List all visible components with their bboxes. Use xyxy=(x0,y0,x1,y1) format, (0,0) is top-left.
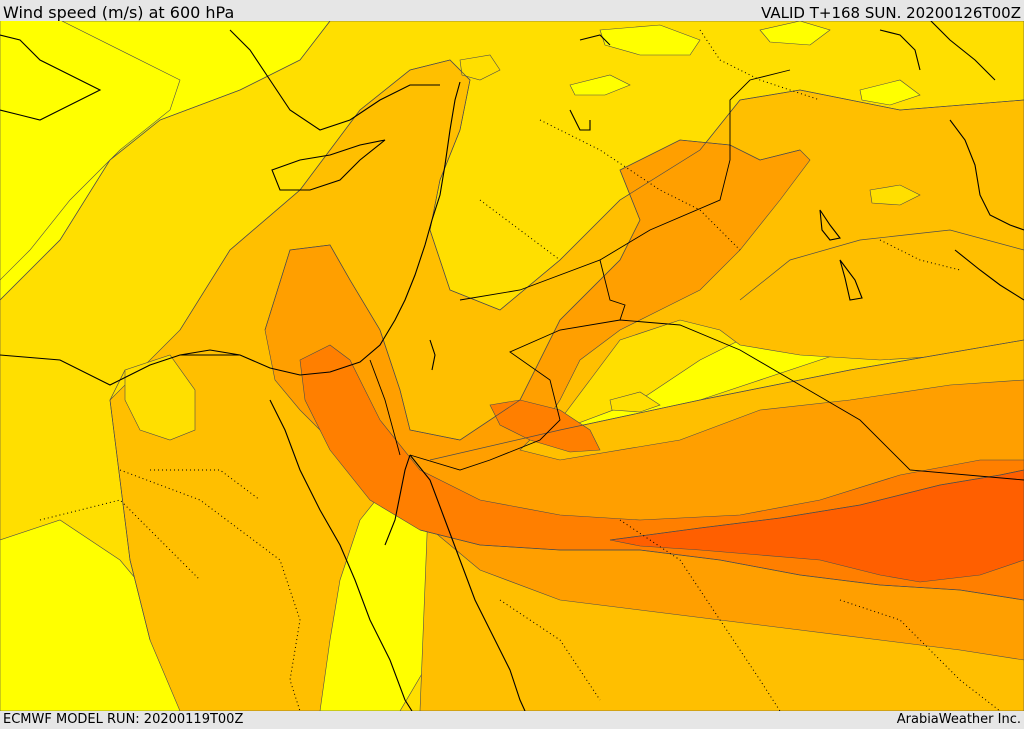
band-5-patch xyxy=(489,399,601,453)
model-run-label: ECMWF MODEL RUN: 20200119T00Z xyxy=(3,712,244,727)
contour-lines xyxy=(0,21,1024,641)
header-bar: Wind speed (m/s) at 600 hPa VALID T+168 … xyxy=(0,0,1024,22)
band-2-patch-lower xyxy=(609,391,661,413)
band-1-patch-far-ne xyxy=(859,79,921,106)
band-2-patch-west xyxy=(124,354,196,441)
map-title: Wind speed (m/s) at 600 hPa xyxy=(3,3,235,22)
footer-bar: ECMWF MODEL RUN: 20200119T00Z ArabiaWeat… xyxy=(0,711,1024,729)
band-2-patch-upper xyxy=(459,54,501,81)
coastlines xyxy=(0,21,1024,711)
band-1-patch-west xyxy=(0,21,181,281)
admin-boundaries xyxy=(39,29,1001,711)
band-2-patch-east xyxy=(869,184,921,206)
borders xyxy=(180,69,1024,481)
band-1-patch-ne xyxy=(759,21,831,46)
wind-speed-map xyxy=(0,21,1024,711)
band-1-patch-north xyxy=(599,24,701,56)
band-1-patch-mid xyxy=(569,74,631,96)
valid-time-label: VALID T+168 SUN. 20200126T00Z xyxy=(761,4,1021,22)
credit-label: ArabiaWeather Inc. xyxy=(896,712,1021,727)
